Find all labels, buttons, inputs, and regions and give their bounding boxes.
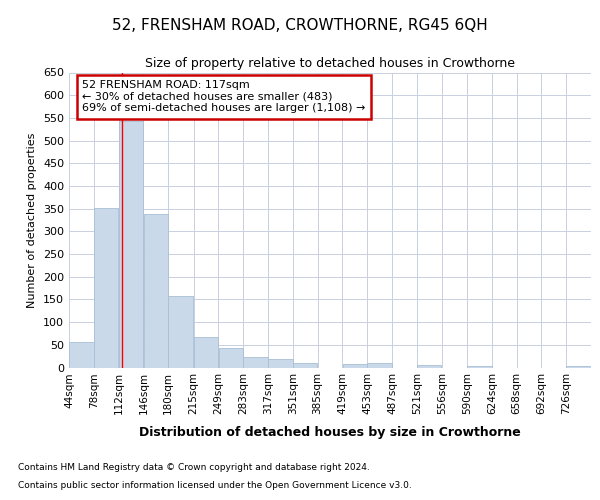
Bar: [293, 363, 317, 368]
Bar: [467, 366, 491, 368]
Bar: [169, 296, 193, 368]
Bar: [417, 365, 442, 368]
Text: 52 FRENSHAM ROAD: 117sqm
← 30% of detached houses are smaller (483)
69% of semi-: 52 FRENSHAM ROAD: 117sqm ← 30% of detach…: [82, 80, 365, 114]
Bar: [343, 364, 367, 368]
Bar: [194, 336, 218, 368]
Bar: [268, 360, 293, 368]
Bar: [143, 214, 168, 368]
Bar: [69, 342, 94, 367]
Y-axis label: Number of detached properties: Number of detached properties: [28, 132, 37, 308]
Bar: [244, 357, 268, 368]
Text: Contains HM Land Registry data © Crown copyright and database right 2024.: Contains HM Land Registry data © Crown c…: [18, 464, 370, 472]
X-axis label: Distribution of detached houses by size in Crowthorne: Distribution of detached houses by size …: [139, 426, 521, 438]
Bar: [367, 363, 392, 368]
Bar: [218, 348, 243, 368]
Bar: [119, 121, 143, 368]
Text: 52, FRENSHAM ROAD, CROWTHORNE, RG45 6QH: 52, FRENSHAM ROAD, CROWTHORNE, RG45 6QH: [112, 18, 488, 32]
Bar: [566, 366, 591, 368]
Text: Contains public sector information licensed under the Open Government Licence v3: Contains public sector information licen…: [18, 481, 412, 490]
Title: Size of property relative to detached houses in Crowthorne: Size of property relative to detached ho…: [145, 57, 515, 70]
Bar: [94, 208, 118, 368]
